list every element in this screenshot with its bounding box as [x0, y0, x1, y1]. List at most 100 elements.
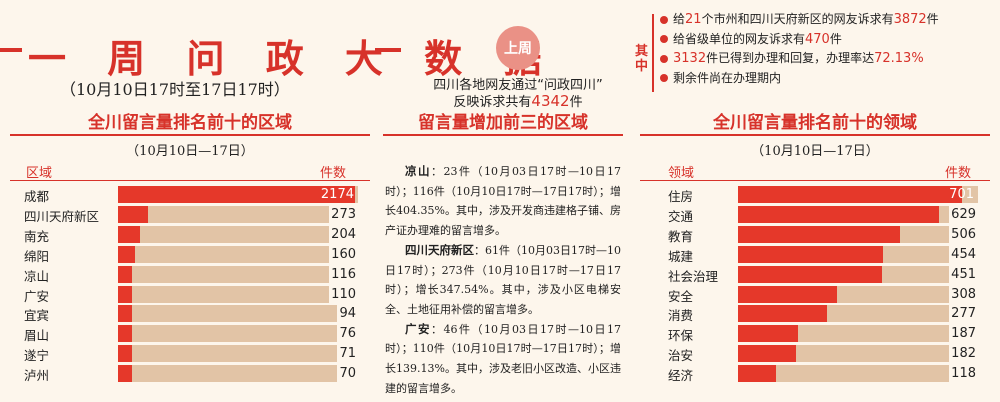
- bar-value-label: 94: [337, 305, 358, 323]
- bar-value-label: 118: [949, 365, 978, 383]
- bullet-dot-icon: [660, 15, 668, 24]
- bar-category-label: 成都: [24, 189, 50, 204]
- bar-category-label: 四川天府新区: [24, 208, 100, 224]
- bar-track: 506: [738, 225, 978, 243]
- bar-mark: [118, 205, 148, 223]
- bar-value-label: 182: [949, 345, 978, 363]
- bar-track: 116: [118, 265, 358, 283]
- bar-category-label: 社会治理: [668, 268, 719, 284]
- summary-line-2: 反映诉求共有4342件: [453, 92, 583, 110]
- bar-category-label: 泸州: [24, 368, 50, 384]
- page-title: 一 周 问 政 大 数 据: [28, 36, 556, 81]
- bar-category-label: 环保: [668, 328, 694, 344]
- bar-category-label: 城建: [668, 248, 694, 264]
- left-col-rule: [10, 180, 370, 181]
- bar-mark: [738, 205, 940, 223]
- bar-value-label: 273: [329, 205, 358, 223]
- summary-bullet: 给21个市州和四川天府新区的网友诉求有3872件: [660, 10, 939, 30]
- right-col-value: 件数: [945, 166, 972, 181]
- bar-track: 76: [118, 325, 358, 343]
- growth-paragraph: 四川天府新区：61件（10月03日17时—10日17时）；273件（10月10日…: [385, 242, 621, 316]
- bar-category-label: 教育: [668, 228, 694, 244]
- bar-mark: [738, 225, 900, 243]
- bar-track: 70: [118, 365, 358, 383]
- bar-category-label: 绵阳: [24, 248, 50, 264]
- bar-track: 182: [738, 345, 978, 363]
- bar-value-label: 2174: [320, 187, 354, 202]
- bar-value-label: 110: [329, 285, 358, 303]
- bar-track: 160: [118, 245, 358, 263]
- bar-category-label: 宜宾: [24, 308, 50, 324]
- summary-bullet: 给省级单位的网友诉求有470件: [660, 30, 939, 50]
- bar-value-label: 506: [949, 225, 978, 243]
- bar-track: 187: [738, 325, 978, 343]
- bar-mark: [738, 265, 883, 283]
- bar-track: 451: [738, 265, 978, 283]
- middle-panel-title: 留言量增加前三的区域: [418, 113, 588, 133]
- bar-track: 94: [118, 305, 358, 323]
- right-col-label: 领域: [668, 166, 695, 181]
- bar-category-label: 安全: [668, 288, 694, 304]
- bar-category-label: 交通: [668, 208, 694, 224]
- bar-track: 454: [738, 245, 978, 263]
- bar-value-label: 71: [337, 345, 358, 363]
- bar-mark: [738, 345, 797, 363]
- bar-value-label: 160: [329, 245, 358, 263]
- bar-category-label: 经济: [668, 368, 694, 384]
- bar-value-label: 277: [949, 305, 978, 323]
- bar-category-label: 广安: [24, 288, 50, 304]
- last-week-badge: 上周: [496, 26, 540, 70]
- bullet-dot-icon: [660, 35, 668, 43]
- middle-panel-rule: [383, 134, 623, 136]
- summary-bullet: 剩余件尚在办理期内: [660, 69, 939, 89]
- bar-value-label: 308: [949, 285, 978, 303]
- bar-value-label: 70: [337, 365, 358, 383]
- bar-mark: [738, 245, 884, 263]
- growth-paragraph: 凉山：23件（10月03日17时—10日17时）；116件（10月10日17时—…: [385, 164, 622, 238]
- bar-mark: [738, 186, 963, 203]
- bar-value-label: 451: [949, 265, 978, 283]
- left-panel-date: （10月10日—17日）: [126, 144, 254, 159]
- bar-category-label: 消费: [668, 308, 694, 324]
- right-panel-date: （10月10日—17日）: [751, 144, 879, 159]
- bar-track: 71: [118, 345, 358, 363]
- bar-mark: [118, 365, 132, 383]
- bar-mark: [738, 325, 798, 343]
- summary-bullets: 给21个市州和四川天府新区的网友诉求有3872件 给省级单位的网友诉求有470件…: [660, 10, 939, 88]
- bar-mark: [118, 305, 132, 323]
- bar-value-label: 76: [337, 325, 358, 343]
- bar-mark: [118, 345, 132, 363]
- bar-track: 118: [738, 365, 978, 383]
- bar-track: 308: [738, 285, 978, 303]
- qizhong-label: 其中: [635, 44, 649, 74]
- bar-mark: [118, 325, 132, 343]
- bar-category-label: 眉山: [24, 328, 50, 344]
- left-col-label: 区域: [26, 166, 53, 181]
- bar-value-label: 454: [949, 245, 978, 263]
- left-panel-title: 全川留言量排名前十的区域: [88, 113, 292, 133]
- growth-paragraph: 广安：46件（10月03日17时—10日17时）；110件（10月10日17时—…: [385, 321, 622, 395]
- bar-category-label: 住房: [668, 189, 694, 204]
- summary-line-1: 四川各地网友通过“问政四川”: [433, 78, 603, 93]
- bar-mark: [738, 285, 837, 303]
- right-col-rule: [640, 180, 990, 181]
- growth-text: 凉山：23件（10月03日17时—10日17时）；116件（10月10日17时—…: [385, 162, 621, 398]
- bullet-dot-icon: [660, 54, 668, 63]
- bar-track: 701: [738, 186, 978, 203]
- bar-mark: [118, 245, 136, 263]
- bar-track: 110: [118, 285, 358, 303]
- bar-category-label: 凉山: [24, 268, 50, 284]
- qizhong-brace: [652, 14, 658, 92]
- bar-value-label: 204: [329, 225, 358, 243]
- bar-track: 277: [738, 305, 978, 323]
- bar-track: 2174: [118, 186, 358, 203]
- bar-value-label: 629: [949, 205, 978, 223]
- bar-track: 204: [118, 225, 358, 243]
- bar-category-label: 治安: [668, 348, 694, 364]
- bar-category-label: 南充: [24, 228, 50, 244]
- right-panel-title: 全川留言量排名前十的领域: [713, 113, 917, 133]
- bar-value-label: 187: [949, 325, 978, 343]
- left-panel-rule: [10, 134, 370, 136]
- bullet-dot-icon: [660, 74, 668, 82]
- title-right-dash: [375, 48, 401, 52]
